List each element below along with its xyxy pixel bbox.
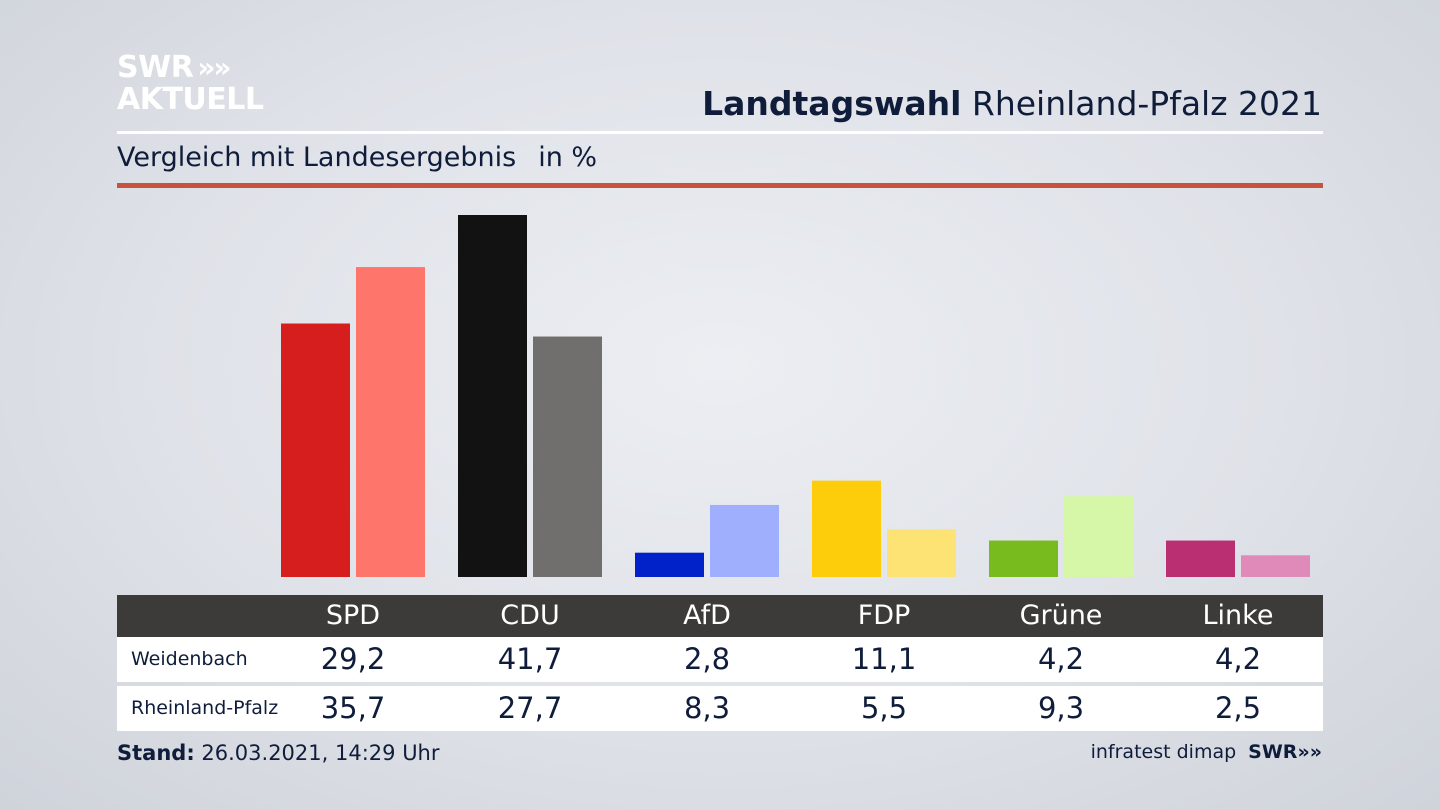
- bar-chart: [281, 215, 1310, 577]
- bar-spd-weidenbach: [281, 323, 350, 577]
- bar-cdu-weidenbach: [458, 215, 527, 577]
- source-chevron-icon: »: [1297, 741, 1310, 763]
- logo-text-aktuell: AKTUELL: [117, 82, 264, 117]
- column-header-linke: Linke: [1202, 600, 1274, 631]
- stand-value: 26.03.2021, 14:29 Uhr: [201, 741, 440, 765]
- bar-spd-rheinland-pfalz: [356, 267, 425, 577]
- bar-linke-weidenbach: [1166, 540, 1235, 577]
- table-body: Weidenbach 29,2 41,7 2,8 11,1 4,2 4,2 Rheinland…: [117, 637, 1323, 731]
- subtitle-text: Vergleich mit Landesergebnis: [117, 142, 517, 173]
- subtitle-unit: in %: [538, 142, 598, 173]
- source-brand: SWR»»: [1248, 741, 1322, 763]
- table-row: Rheinland-Pfalz 35,7 27,7 8,3 5,5 9,3 2,5: [117, 686, 1323, 731]
- cell-value: 2,8: [683, 642, 731, 676]
- bar-grüne-rheinland-pfalz: [1064, 496, 1133, 577]
- bar-afd-rheinland-pfalz: [710, 504, 779, 577]
- cell-value: 27,7: [497, 691, 563, 725]
- title-bold: Landtagswahl: [702, 84, 962, 123]
- cell-value: 11,1: [851, 642, 917, 676]
- row-label: Rheinland-Pfalz: [131, 697, 279, 719]
- source-credit: infratest dimap SWR»»: [1091, 741, 1322, 763]
- title-rest: Rheinland-Pfalz 2021: [971, 84, 1322, 123]
- column-header-grüne: Grüne: [1019, 600, 1103, 631]
- accent-divider: [117, 183, 1323, 188]
- column-header-afd: AfD: [683, 600, 731, 631]
- source-brand-text: SWR: [1248, 741, 1298, 763]
- column-header-spd: SPD: [325, 600, 381, 631]
- bar-grüne-weidenbach: [989, 540, 1058, 577]
- timestamp: Stand: 26.03.2021, 14:29 Uhr: [117, 741, 440, 765]
- bar-fdp-rheinland-pfalz: [887, 529, 956, 577]
- page-title: Landtagswahl Rheinland-Pfalz 2021: [702, 84, 1322, 123]
- column-header-cdu: CDU: [500, 600, 560, 631]
- results-table: SPD CDU AfD FDP Grüne Linke Weidenbach 29,2 41,…: [117, 595, 1323, 731]
- bar-linke-rheinland-pfalz: [1241, 555, 1310, 577]
- cell-value: 8,3: [683, 691, 731, 725]
- cell-value: 41,7: [497, 642, 563, 676]
- header-divider: [117, 131, 1323, 134]
- source-text: infratest dimap: [1090, 741, 1237, 763]
- logo-text-swr: SWR: [117, 50, 194, 85]
- cell-value: 4,2: [1037, 642, 1085, 676]
- chart-subtitle: Vergleich mit Landesergebnis in %: [117, 142, 597, 173]
- bar-cdu-rheinland-pfalz: [533, 336, 602, 577]
- cell-value: 2,5: [1214, 691, 1262, 725]
- cell-value: 5,5: [860, 691, 908, 725]
- cell-value: 4,2: [1214, 642, 1262, 676]
- bar-afd-weidenbach: [635, 552, 704, 577]
- column-header-fdp: FDP: [857, 600, 911, 631]
- table-row: Weidenbach 29,2 41,7 2,8 11,1 4,2 4,2: [117, 637, 1323, 682]
- row-label: Weidenbach: [131, 648, 248, 670]
- cell-value: 29,2: [320, 642, 386, 676]
- stand-label: Stand:: [117, 741, 195, 765]
- swr-aktuell-logo: SWR»» AKTUELL: [117, 52, 264, 116]
- table-header: SPD CDU AfD FDP Grüne Linke: [117, 595, 1323, 637]
- cell-value: 9,3: [1037, 691, 1085, 725]
- source-chevron-icon: »: [1309, 741, 1322, 763]
- cell-value: 35,7: [320, 691, 386, 725]
- bar-fdp-weidenbach: [812, 480, 881, 577]
